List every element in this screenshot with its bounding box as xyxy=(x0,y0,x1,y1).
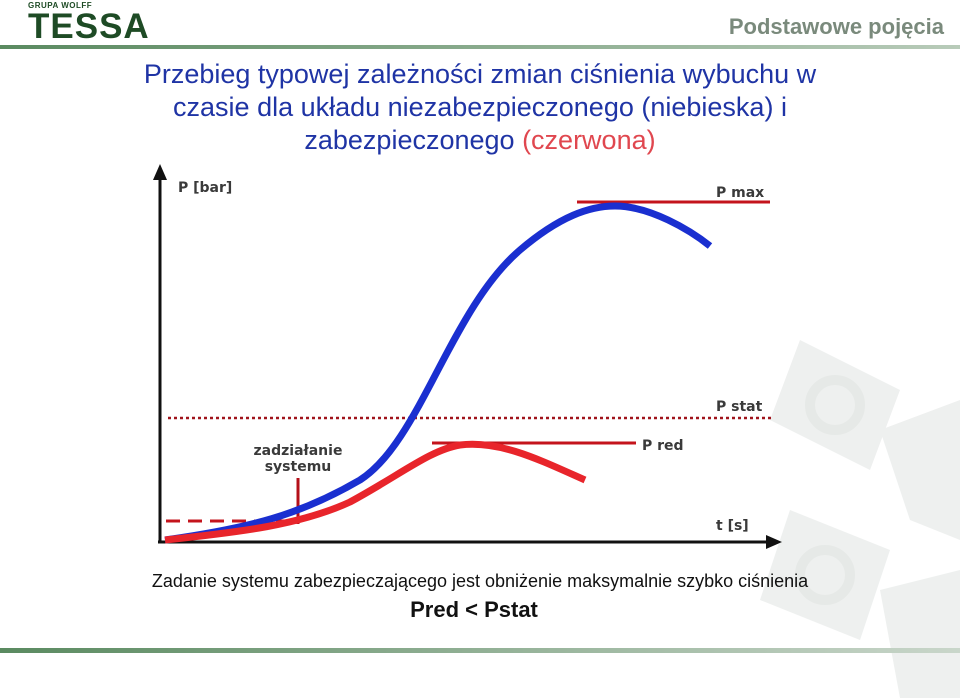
title-red-legend: (czerwona) xyxy=(522,125,656,155)
pstat-label: P stat xyxy=(716,399,763,415)
slide-title: Przebieg typowej zależności zmian ciśnie… xyxy=(0,58,960,157)
formula: Pred < Pstat xyxy=(410,597,538,622)
pred-label: P red xyxy=(642,438,684,454)
x-axis-label: t [s] xyxy=(716,518,749,534)
pressure-diagram: P [bar] t [s] P max P stat P red zadział… xyxy=(153,164,782,549)
unprotected-curve xyxy=(164,202,713,544)
logo-top-text: GRUPA WOLFF xyxy=(28,1,93,10)
activation-label-line-1: zadziałanie xyxy=(254,443,343,459)
y-axis-label: P [bar] xyxy=(178,180,232,196)
x-axis-arrow xyxy=(766,535,782,549)
title-line-2: czasie dla układu niezabezpieczonego (ni… xyxy=(0,91,960,124)
caption: Zadanie systemu zabezpieczającego jest o… xyxy=(151,571,809,591)
title-line-2-end: i xyxy=(780,92,787,122)
title-line-2-text: czasie dla układu niezabezpieczonego xyxy=(173,92,634,122)
activation-label-line-2: systemu xyxy=(265,459,332,475)
logo-main-text: TESSA xyxy=(28,7,150,46)
section-title: Podstawowe pojęcia xyxy=(728,14,944,39)
y-axis-arrow xyxy=(153,164,167,180)
title-line-1: Przebieg typowej zależności zmian ciśnie… xyxy=(143,59,817,89)
pmax-label: P max xyxy=(716,185,764,201)
title-line-3-text: zabezpieczonego xyxy=(304,125,515,155)
footer-divider xyxy=(0,648,960,653)
watermark-pattern xyxy=(760,340,960,698)
header-divider xyxy=(0,45,960,49)
title-blue-legend: (niebieska) xyxy=(641,92,774,122)
tessa-logo: GRUPA WOLFF TESSA xyxy=(28,0,168,46)
protected-curve xyxy=(164,440,587,544)
title-line-3: zabezpieczonego (czerwona) xyxy=(0,124,960,157)
